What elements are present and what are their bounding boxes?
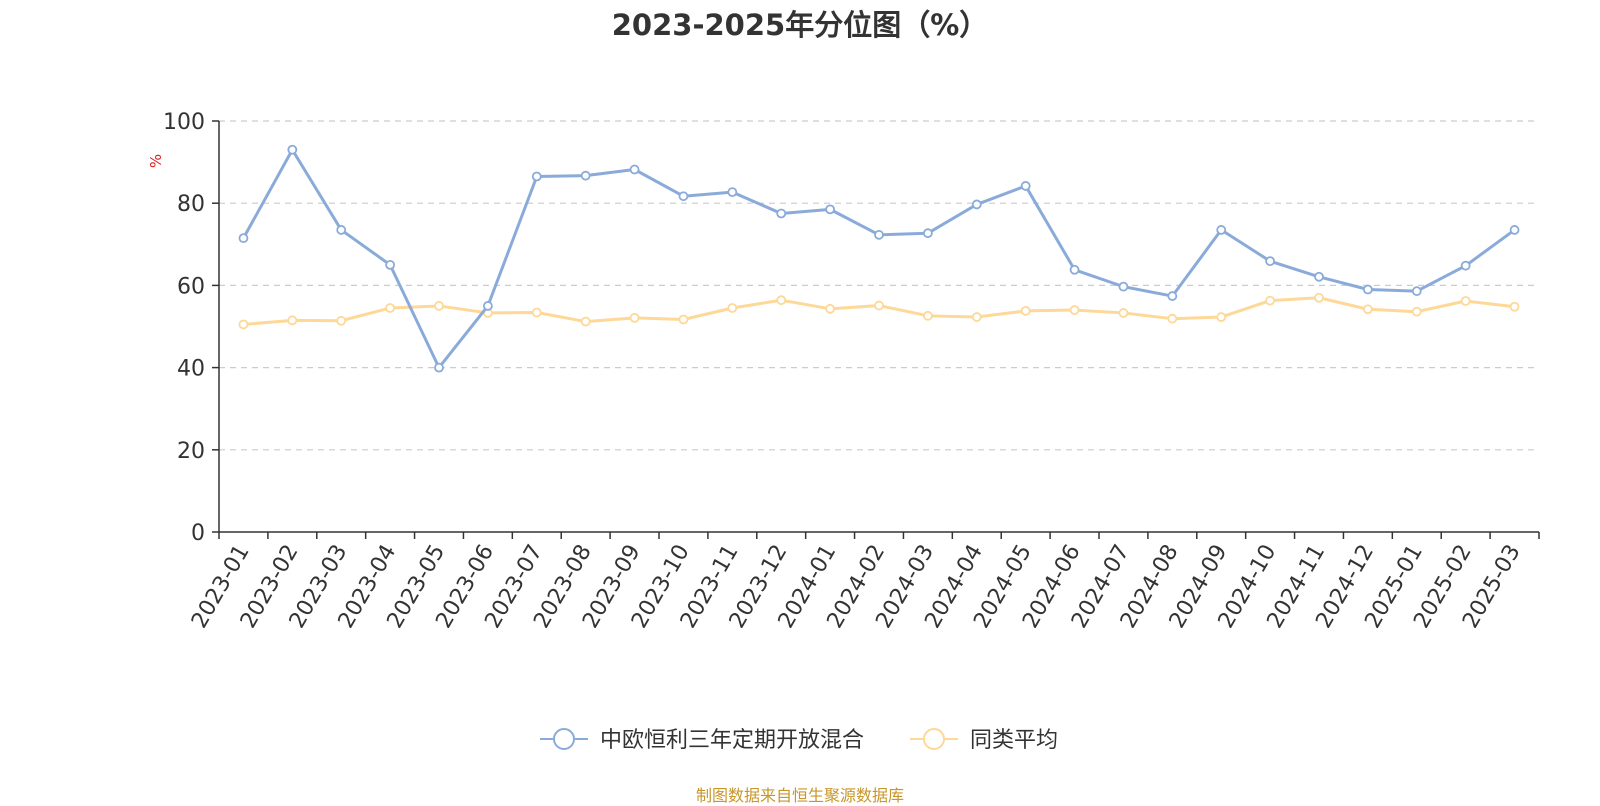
- data-point: [1118, 281, 1129, 292]
- data-point: [1069, 264, 1080, 275]
- chart-title: 2023-2025年分位图（%）: [611, 8, 989, 42]
- data-point: [238, 319, 249, 330]
- data-point: [1411, 286, 1422, 297]
- legend-label: 同类平均: [970, 728, 1058, 753]
- data-point: [678, 191, 689, 202]
- data-point: [1216, 225, 1227, 235]
- data-point: [874, 229, 884, 240]
- data-point: [336, 225, 347, 235]
- data-point: [629, 164, 640, 175]
- data-point: [678, 314, 689, 325]
- data-point: [1167, 291, 1178, 301]
- data-point: [434, 362, 444, 373]
- data-point: [922, 228, 933, 239]
- data-point: [1509, 225, 1520, 235]
- data-point: [776, 295, 787, 306]
- data-point: [287, 144, 298, 155]
- series-line-0: [242, 148, 1516, 370]
- data-point: [287, 315, 298, 326]
- legend: 中欧恒利三年定期开放混合 同类平均: [540, 728, 1058, 753]
- data-point: [971, 199, 982, 210]
- data-point: [434, 301, 444, 311]
- legend-item-fund: 中欧恒利三年定期开放混合: [540, 728, 864, 753]
- data-point: [1265, 295, 1276, 306]
- data-point: [776, 208, 787, 219]
- data-point: [1167, 313, 1178, 324]
- grid-lines: [219, 120, 1539, 451]
- y-axis-unit: %: [147, 154, 165, 168]
- y-tick-label: 20: [177, 439, 205, 464]
- data-point: [1314, 292, 1324, 303]
- data-point: [1216, 312, 1227, 322]
- data-point: [1020, 305, 1031, 316]
- data-point: [1069, 305, 1080, 315]
- data-point: [1509, 301, 1520, 312]
- data-point: [1362, 284, 1373, 295]
- data-point: [874, 300, 884, 311]
- data-point: [482, 301, 493, 311]
- series-lines: [238, 144, 1520, 373]
- data-point: [385, 303, 396, 313]
- y-tick-label: 40: [177, 357, 205, 382]
- data-point: [727, 187, 738, 198]
- data-point: [1362, 304, 1373, 315]
- y-tick-label: 80: [177, 192, 205, 217]
- data-point: [1411, 306, 1422, 317]
- y-tick-label: 100: [163, 110, 205, 135]
- legend-label: 中欧恒利三年定期开放混合: [600, 728, 864, 753]
- data-point: [1020, 181, 1031, 191]
- legend-marker: [553, 728, 575, 750]
- y-tick-label: 0: [191, 521, 205, 546]
- data-point: [1265, 256, 1276, 267]
- data-point: [1118, 308, 1129, 318]
- data-point: [531, 171, 542, 182]
- data-source-footer: 制图数据来自恒生聚源数据库: [695, 786, 904, 805]
- data-point: [971, 312, 982, 322]
- data-point: [727, 303, 738, 313]
- axes: 020406080100%2023-012023-022023-032023-0…: [147, 110, 1540, 633]
- data-point: [336, 315, 347, 326]
- data-point: [580, 170, 591, 181]
- data-point: [238, 233, 249, 244]
- data-point: [629, 312, 640, 323]
- legend-marker: [923, 728, 945, 750]
- y-tick-label: 60: [177, 274, 205, 299]
- data-point: [385, 259, 396, 270]
- data-point: [1460, 296, 1471, 306]
- data-point: [825, 204, 836, 215]
- data-point: [1314, 271, 1324, 282]
- data-point: [922, 310, 933, 321]
- data-point: [531, 307, 542, 318]
- data-point: [580, 316, 591, 327]
- data-point: [825, 303, 836, 314]
- legend-item-average: 同类平均: [910, 728, 1058, 753]
- data-point: [1460, 260, 1471, 271]
